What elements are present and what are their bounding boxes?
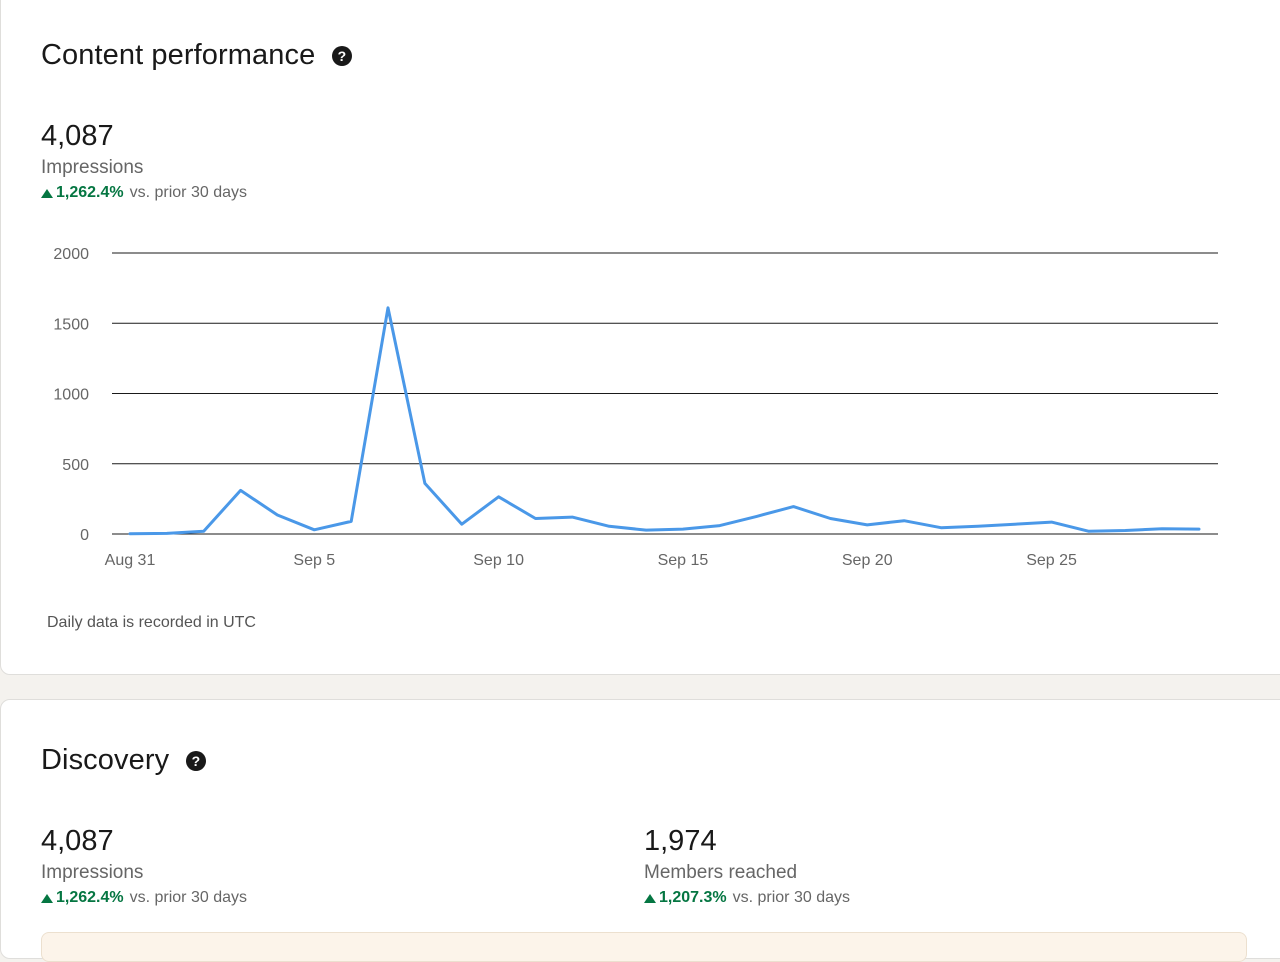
delta-percent: 1,207.3% (659, 889, 727, 906)
question-circle-icon[interactable]: ? (331, 45, 353, 67)
svg-text:?: ? (338, 48, 347, 64)
impressions-metric: 4,087 Impressions 1,262.4% vs. prior 30 … (41, 120, 247, 203)
members-reached-label: Members reached (644, 862, 798, 883)
discovery-heading: Discovery (41, 744, 170, 776)
discovery-impressions-delta: 1,262.4% vs. prior 30 days (41, 888, 247, 908)
x-tick-label: Sep 5 (293, 552, 335, 569)
x-tick-label: Sep 10 (473, 552, 524, 569)
y-tick-label: 0 (80, 527, 89, 544)
x-tick-label: Sep 25 (1026, 552, 1077, 569)
trend-up-icon (41, 893, 53, 903)
impressions-label: Impressions (41, 157, 144, 178)
chart-footnote: Daily data is recorded in UTC (47, 614, 256, 631)
y-tick-label: 1000 (53, 387, 89, 404)
x-tick-label: Sep 20 (842, 552, 893, 569)
question-circle-icon[interactable]: ? (185, 750, 207, 772)
discovery-title: Discovery ? (41, 744, 207, 777)
impressions-series-line (128, 306, 1201, 536)
members-reached-delta: 1,207.3% vs. prior 30 days (644, 888, 850, 908)
trend-up-icon (644, 893, 656, 903)
impressions-line-chart: 0 500 1000 1500 2000 Aug 31 Sep 5 Sep 10 Sep 15 S… (53, 246, 1218, 569)
discovery-impressions-label: Impressions (41, 862, 144, 883)
delta-suffix: vs. prior 30 days (129, 889, 247, 906)
members-reached-metric: 1,974 Members reached 1,207.3% vs. prior… (644, 825, 850, 908)
x-tick-label: Sep 15 (658, 552, 709, 569)
y-tick-label: 1500 (53, 316, 89, 333)
delta-percent: 1,262.4% (56, 184, 124, 201)
notice-banner (41, 932, 1247, 962)
delta-percent: 1,262.4% (56, 889, 124, 906)
y-tick-label: 500 (62, 457, 89, 474)
impressions-delta: 1,262.4% vs. prior 30 days (41, 183, 247, 203)
content-performance-heading: Content performance (41, 39, 316, 71)
impressions-value: 4,087 (41, 120, 114, 152)
x-tick-label: Aug 31 (105, 552, 156, 569)
content-performance-title: Content performance ? (41, 39, 353, 72)
members-reached-value: 1,974 (644, 825, 717, 857)
y-tick-label: 2000 (53, 246, 89, 263)
discovery-impressions-metric: 4,087 Impressions 1,262.4% vs. prior 30 … (41, 825, 247, 908)
discovery-card: Discovery ? 4,087 Impressions 1,262.4% v… (0, 699, 1280, 962)
trend-up-icon (41, 188, 53, 198)
content-performance-card: Content performance ? 4,087 Impressions … (0, 0, 1280, 675)
delta-suffix: vs. prior 30 days (129, 184, 247, 201)
delta-suffix: vs. prior 30 days (732, 889, 850, 906)
discovery-impressions-value: 4,087 (41, 825, 114, 857)
svg-text:?: ? (192, 753, 201, 769)
